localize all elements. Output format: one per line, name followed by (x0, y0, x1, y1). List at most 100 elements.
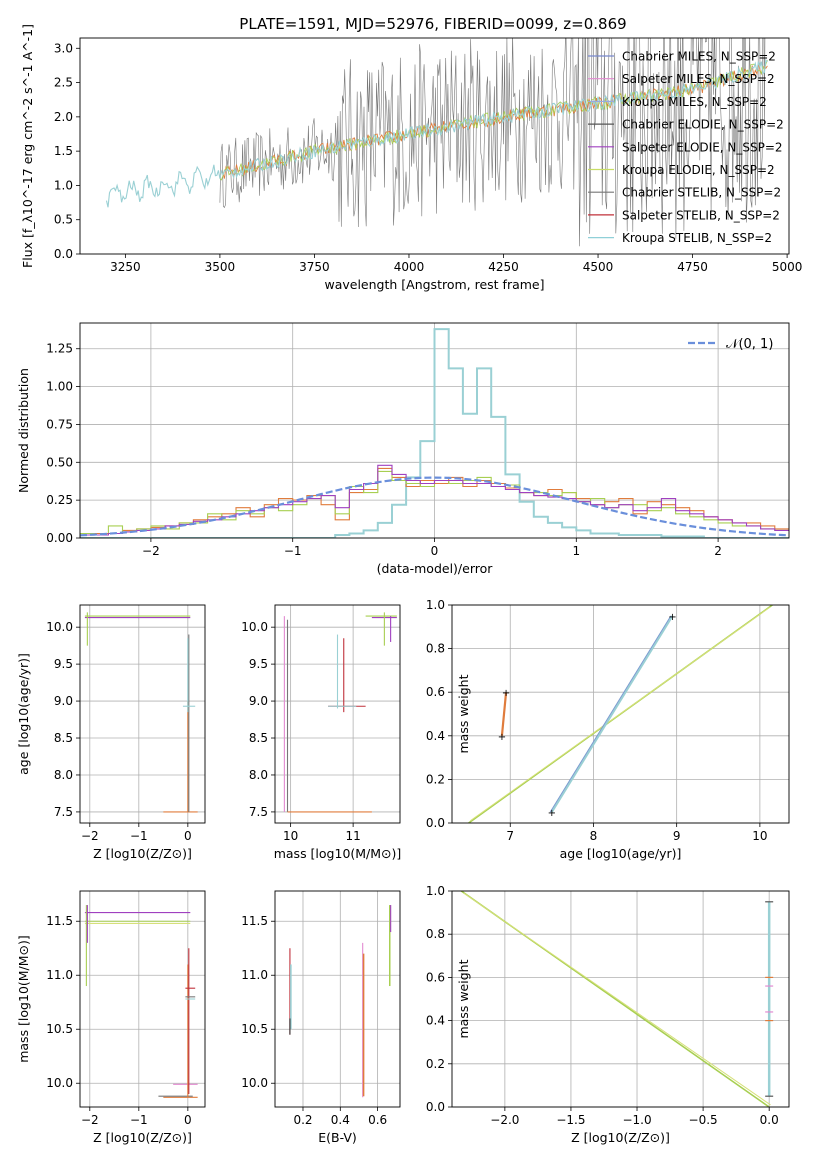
y-tick-label: 9.0 (249, 694, 268, 708)
age-mass-axes: 10 11 7.5 8.0 8.5 9.0 9.5 10.0 mass [log10(M/M⊙)… (241, 604, 402, 861)
legend-entry: Kroupa STELIB, N_SSP=2 (622, 231, 772, 245)
y-tick-label: 8.0 (249, 768, 268, 782)
y-tick-label: 10.5 (241, 1022, 268, 1036)
axes-frame (79, 37, 790, 255)
y-tick-label: 1.0 (54, 178, 73, 192)
x-tick-label: −1 (130, 1113, 148, 1127)
y-tick-label: 10.0 (241, 1076, 268, 1090)
y-tick-label: 9.0 (54, 694, 73, 708)
plot-area (84, 905, 198, 1098)
model-spectrum-line (105, 58, 768, 208)
figure-title: PLATE=1591, MJD=52976, FIBERID=0099, z=0… (239, 15, 626, 33)
y-tick-label: 0.6 (426, 685, 445, 699)
connecting-line (470, 606, 771, 822)
axes-frame (274, 604, 401, 824)
x-tick-label: 0 (184, 1113, 192, 1127)
x-axis-label: E(B-V) (318, 1130, 357, 1145)
y-tick-label: 10.5 (46, 1022, 73, 1036)
plot-area (283, 612, 397, 813)
plot-area (105, 38, 768, 247)
y-tick-label: 7.5 (249, 805, 268, 819)
x-tick-label: 4750 (677, 260, 708, 274)
weight-age-axes: + + + +7 8 9 10 0.0 0.2 0.4 0.6 0.8 1.0 age [log10(ag… (426, 598, 790, 861)
legend-entry: Salpeter ELODIE, N_SSP=2 (622, 140, 783, 154)
legend-entry: 𝒩(0, 1) (726, 337, 773, 352)
legend-entry: Chabrier MILES, N_SSP=2 (622, 50, 776, 64)
mass-metallicity-axes: −2 −1 0 10.0 10.5 11.0 11.5 Z [log10(Z/Z⊙)] mass… (16, 890, 206, 1145)
legend-entry: Salpeter STELIB, N_SSP=2 (622, 208, 780, 222)
y-tick-label: 0.6 (426, 970, 445, 984)
y-tick-label: 0.4 (426, 1014, 445, 1028)
y-tick-label: 11.5 (241, 914, 268, 928)
histogram-step-line (80, 328, 789, 538)
x-tick-label: 7 (506, 829, 514, 843)
age-metallicity-axes: −2 −1 0 7.5 8.0 8.5 9.0 9.5 10.0 Z [log10(Z/Z⊙)] a… (16, 604, 206, 861)
y-tick-label: 1.5 (54, 144, 73, 158)
y-tick-label: 0.0 (426, 816, 445, 830)
y-axis-label: mass [log10(M/M⊙)] (16, 935, 31, 1063)
x-axis-label: (data-model)/error (377, 561, 494, 576)
y-tick-label: 0.0 (54, 247, 73, 261)
x-tick-label: 0 (184, 829, 192, 843)
x-tick-label: 3500 (205, 260, 236, 274)
plot-area: + + + + (468, 605, 773, 823)
x-tick-label: 8 (590, 829, 598, 843)
normal-curve-line (80, 476, 789, 537)
y-tick-label: 10.0 (46, 620, 73, 634)
y-axis-label: age [log10(age/yr)] (16, 653, 31, 775)
y-tick-label: 1.00 (46, 380, 73, 394)
y-tick-label: 1.25 (46, 342, 73, 356)
data-marker: + (502, 688, 510, 699)
y-axis-label: Flux [f_λ10^-17 erg cm^-2 s^-1 A^-1] (20, 24, 35, 268)
residual-axes: −2 −1 0 1 2 0.00 0.25 0.50 0.75 1.00 1.25 (data-mod… (16, 322, 790, 576)
x-tick-label: 2 (714, 544, 722, 558)
x-tick-label: −1.5 (556, 1113, 585, 1127)
x-axis-label: Z [log10(Z/Z⊙)] (93, 846, 192, 861)
y-tick-label: 1.0 (426, 598, 445, 612)
axes-frame (274, 890, 401, 1108)
x-tick-label: 0.4 (331, 1113, 350, 1127)
y-tick-label: 11.5 (46, 914, 73, 928)
y-tick-label: 0.2 (426, 772, 445, 786)
y-tick-label: 1.0 (426, 884, 445, 898)
y-tick-label: 0.50 (46, 455, 73, 469)
y-tick-label: 10.0 (46, 1076, 73, 1090)
x-tick-label: 10 (283, 829, 298, 843)
histogram-step-line (80, 464, 789, 538)
plot-area (289, 905, 392, 1098)
axes-frame (79, 890, 206, 1108)
x-tick-label: −1 (284, 544, 302, 558)
grid-lines (275, 891, 400, 1107)
x-axis-label: mass [log10(M/M⊙)] (274, 846, 402, 861)
plot-area (460, 891, 774, 1107)
y-tick-label: 0.8 (426, 642, 445, 656)
observed-spectrum-line (219, 38, 766, 247)
x-tick-label: 3750 (299, 260, 330, 274)
plot-area (80, 328, 789, 538)
x-tick-label: 0.6 (368, 1113, 387, 1127)
y-tick-label: 0.0 (426, 1100, 445, 1114)
x-tick-label: 4500 (583, 260, 614, 274)
y-tick-label: 10.0 (241, 620, 268, 634)
y-tick-label: 8.5 (249, 731, 268, 745)
x-tick-label: 5000 (772, 260, 803, 274)
x-tick-label: −0.5 (689, 1113, 718, 1127)
connecting-line (551, 615, 674, 813)
x-tick-label: −2.0 (490, 1113, 519, 1127)
x-tick-label: −2 (81, 1113, 99, 1127)
x-tick-label: 1 (572, 544, 580, 558)
x-tick-label: −2 (81, 829, 99, 843)
x-tick-label: −2 (142, 544, 160, 558)
legend-entry: Kroupa ELODIE, N_SSP=2 (622, 163, 775, 177)
y-axis-label: mass weight (456, 674, 471, 753)
grid-lines (452, 890, 789, 1108)
weight-metallicity-axes: −2.0 −1.5 −1.0 −0.5 0.0 0.0 0.2 0.4 0.6 0.8 1.0 Z [… (426, 884, 790, 1145)
x-tick-label: 9 (673, 829, 681, 843)
connecting-line (463, 892, 771, 1106)
legend-entry: Chabrier STELIB, N_SSP=2 (622, 186, 781, 200)
plot-area (84, 612, 198, 813)
y-tick-label: 8.0 (54, 768, 73, 782)
x-axis-label: age [log10(age/yr)] (560, 846, 682, 861)
x-axis-label: wavelength [Angstrom, rest frame] (324, 277, 544, 292)
